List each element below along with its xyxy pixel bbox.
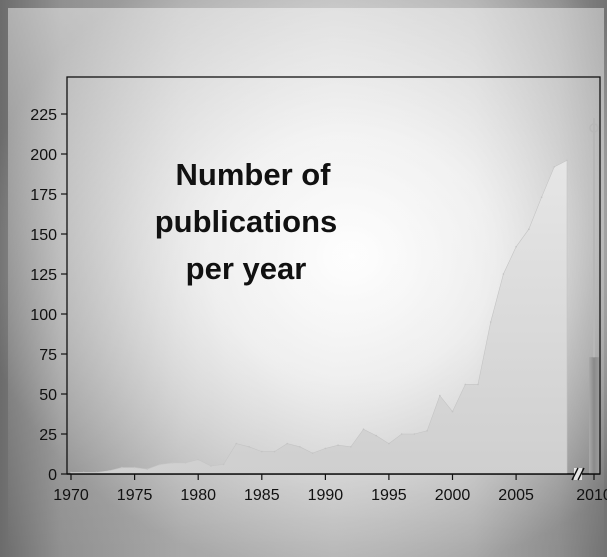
x-tick-label-1980: 1980 [180, 487, 216, 504]
data-point-2000 [451, 410, 454, 413]
x-tick-label-2000: 2000 [435, 487, 471, 504]
data-point-1996 [400, 433, 403, 435]
x-tick-label-1970: 1970 [53, 487, 89, 504]
y-tick-label-125: 125 [30, 267, 57, 284]
bar-2010-marker [589, 123, 599, 133]
data-point-1988 [299, 446, 301, 448]
y-tick-label-150: 150 [30, 227, 57, 244]
data-point-1992 [350, 446, 352, 448]
chart-title-line-1: Number of [176, 157, 332, 192]
data-point-2006 [528, 228, 530, 230]
data-point-1997 [413, 433, 416, 435]
chart-title-line-3: per year [186, 251, 307, 286]
data-point-1999 [439, 394, 441, 397]
chart-title-line-2: publications [155, 204, 338, 239]
data-point-1982 [222, 463, 225, 466]
y-tick-label-50: 50 [39, 387, 57, 404]
x-tick-label-1985: 1985 [244, 487, 280, 504]
data-point-1974 [121, 466, 123, 469]
data-point-1984 [248, 446, 250, 448]
y-tick-label-25: 25 [39, 427, 57, 444]
data-point-1977 [159, 463, 161, 466]
x-tick-label-1975: 1975 [117, 487, 153, 504]
axis-break-mark-left [571, 467, 579, 481]
x-tick-label-2010: 2010 [576, 487, 607, 504]
data-point-1981 [210, 465, 212, 467]
y-tick-label-225: 225 [30, 107, 57, 124]
data-point-1970 [70, 471, 72, 474]
data-point-1979 [184, 462, 187, 464]
y-tick-label-100: 100 [30, 307, 57, 324]
data-point-1980 [197, 458, 199, 461]
data-point-1978 [171, 462, 174, 464]
x-tick-label-1990: 1990 [308, 487, 344, 504]
axis-break-gap [574, 468, 582, 480]
data-point-1994 [375, 434, 378, 437]
data-point-1985 [261, 450, 263, 453]
data-point-1983 [235, 442, 238, 445]
x-tick-label-2005: 2005 [498, 487, 534, 504]
data-point-1990 [324, 447, 327, 450]
data-point-1973 [108, 470, 110, 472]
y-tick-label-200: 200 [30, 147, 57, 164]
data-point-1975 [133, 466, 136, 469]
data-point-2001 [464, 383, 467, 386]
data-point-1995 [388, 442, 390, 445]
x-tick-label-1995: 1995 [371, 487, 407, 504]
data-point-1987 [286, 442, 289, 445]
data-point-2003 [489, 321, 492, 323]
data-point-1998 [426, 430, 428, 432]
y-tick-label-0: 0 [48, 467, 57, 484]
data-point-2008 [553, 166, 556, 168]
data-point-1986 [273, 450, 276, 453]
data-point-1972 [95, 471, 98, 474]
data-point-1989 [311, 452, 314, 455]
data-point-1993 [362, 428, 365, 431]
bar-2010 [589, 357, 599, 474]
data-point-2005 [515, 246, 517, 248]
data-point-2009 [566, 159, 568, 162]
data-point-2002 [477, 383, 479, 386]
data-point-1971 [82, 471, 85, 474]
data-point-2007 [540, 196, 543, 198]
data-point-1976 [146, 468, 149, 471]
y-tick-label-75: 75 [39, 347, 57, 364]
data-point-1991 [337, 444, 339, 447]
axis-break-mark-right [577, 467, 585, 481]
y-tick-label-175: 175 [30, 187, 57, 204]
data-point-2004 [502, 273, 505, 275]
